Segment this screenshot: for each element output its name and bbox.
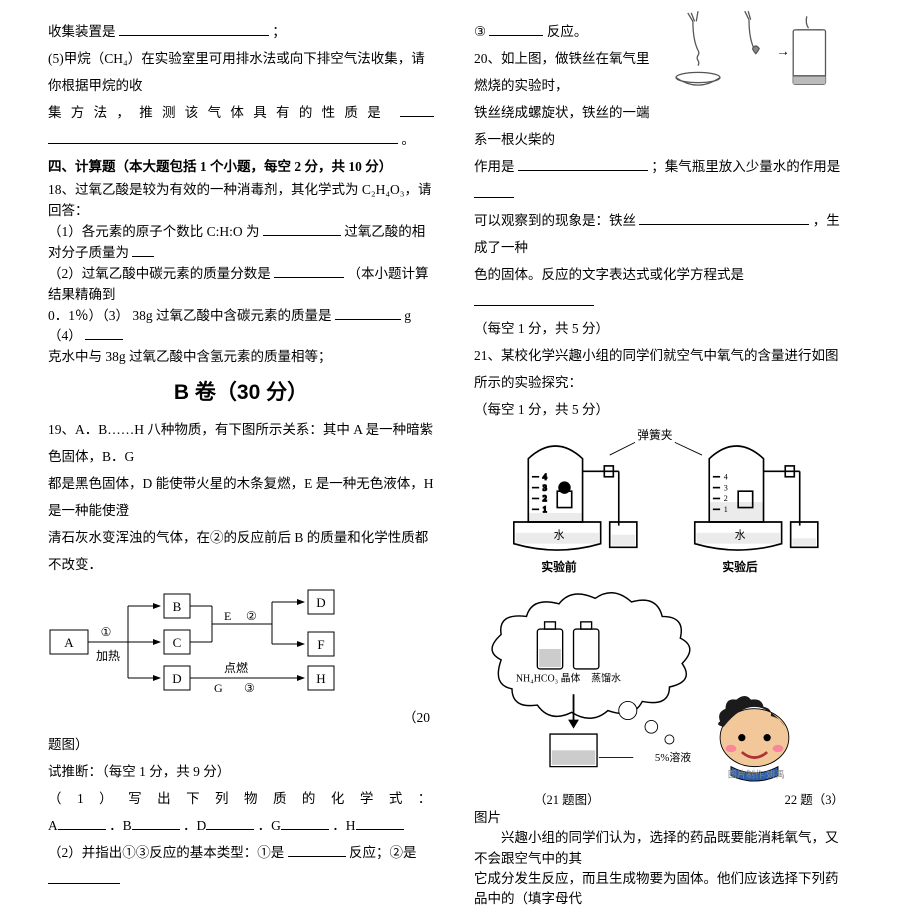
blank[interactable] [132, 817, 180, 831]
q19-line: 清石灰水变浑浊的气体，在②的反应前后 B 的质量和化学性质都不改变． [48, 524, 434, 578]
blank[interactable] [281, 817, 329, 831]
svg-text:C: C [173, 635, 182, 650]
q20-line: ；集气瓶里放入少量水的作用是 [651, 159, 840, 174]
b-paper-heading: B 卷（30 分） [48, 376, 434, 406]
q18-line: （1）各元素的原子个数比 C:H:O 为 [48, 224, 260, 239]
blank[interactable] [288, 844, 346, 858]
svg-text:图片制作/姚禹: 图片制作/姚禹 [728, 768, 785, 779]
per-blank: （每空 1 分，共 5 分） [474, 396, 850, 423]
q18-line: 18、过氧乙酸是较为有效的一种消毒剂，其化学式为 C₂H₄O₃，请回答： [48, 180, 434, 222]
svg-text:B: B [173, 599, 182, 614]
svg-text:水: 水 [554, 528, 565, 541]
q20-line: 铁丝绕成螺旋状，铁丝的一端系一根火柴的 [474, 99, 850, 153]
q20-line: 可以观察到的现象是：铁丝 [474, 213, 636, 228]
blank[interactable] [48, 131, 398, 145]
blank[interactable] [119, 23, 269, 37]
p1-line: （1）写出下列物质的化学式： [48, 785, 434, 812]
q21-line: 21、某校化学兴趣小组的同学们就空气中氧气的含量进行如图所示的实验探究： [474, 342, 850, 396]
q19-line: 都是黑色固体，D 能使带火星的木条复燃，E 是一种无色液体，H 是一种能使澄 [48, 470, 434, 524]
fig-note-line: 题图） [48, 731, 434, 758]
interest-line: 它成分发生反应，而且生成物要为固体。他们应该选择下列药品中的（填字母代 [474, 869, 850, 909]
blank[interactable] [356, 817, 404, 831]
svg-text:③: ③ [244, 681, 255, 695]
p2-line: （2）并指出①③反应的基本类型：①是 [48, 845, 284, 860]
svg-text:4: 4 [543, 472, 547, 481]
svg-text:②: ② [246, 609, 257, 623]
label: ．D [183, 818, 206, 833]
fig-caption: （21 题图） [534, 789, 600, 808]
label: ．G [258, 818, 281, 833]
label: ．B [109, 818, 132, 833]
blank[interactable] [132, 243, 154, 257]
caption-img: 图片 [474, 808, 850, 828]
svg-text:F: F [317, 637, 324, 652]
interest-line: 兴趣小组的同学们认为，选择的药品既要能消耗氧气，又不会跟空气中的其 [474, 828, 850, 869]
svg-text:蒸馏水: 蒸馏水 [591, 672, 621, 685]
svg-text:实验前: 实验前 [541, 560, 577, 574]
svg-text:2: 2 [543, 494, 547, 503]
text-line: (5)甲烷（CH₄）在实验室里可用排水法或向下排空气法收集，请你根据甲烷的收 [48, 45, 434, 99]
label: A [48, 818, 58, 833]
text-line: 集方法，推测该气体具有的性质是 [48, 105, 390, 120]
q18-line: （2）过氧乙酸中碳元素的质量分数是 [48, 266, 271, 281]
svg-text:E: E [224, 609, 231, 623]
svg-text:→: → [776, 43, 790, 58]
q20-line: 色的固体。反应的文字表达式或化学方程式是 [474, 267, 744, 282]
label: ．H [332, 818, 355, 833]
blank[interactable] [474, 185, 514, 199]
fig-caption: 22 题（3） [785, 789, 844, 808]
q18-line: 0．1％）（3） 38g 过氧乙酸中含碳元素的质量是 [48, 308, 332, 323]
svg-text:3: 3 [543, 483, 547, 492]
svg-text:5%溶液: 5%溶液 [655, 750, 691, 764]
blank[interactable] [58, 817, 106, 831]
iron-burn-figure: → [664, 8, 864, 100]
blank[interactable] [639, 212, 809, 226]
svg-text:实验后: 实验后 [722, 560, 758, 574]
svg-text:3: 3 [724, 483, 728, 492]
svg-text:G: G [214, 681, 223, 695]
svg-text:弹簧夹: 弹簧夹 [637, 428, 672, 442]
svg-text:1: 1 [543, 505, 547, 514]
p2-line: 反应；②是 [349, 845, 417, 860]
svg-text:D: D [172, 671, 181, 686]
svg-text:D: D [316, 595, 325, 610]
blank[interactable] [518, 158, 648, 172]
per-blank: （每空 1 分，共 5 分） [474, 315, 850, 342]
section-heading: 四、计算题（本大题包括 1 个小题，每空 2 分，共 10 分） [48, 153, 434, 180]
thought-bubble-figure: NH₄HCO₃ 晶体 蒸馏水 5%溶液 [474, 587, 850, 791]
blank[interactable] [489, 23, 543, 37]
blank[interactable] [335, 306, 401, 320]
svg-text:4: 4 [724, 472, 728, 481]
text-line: 反应。 [547, 24, 588, 39]
text-line: 。 [401, 132, 415, 147]
fig-note: （20 [48, 704, 434, 731]
blank[interactable] [48, 871, 120, 885]
q18-line: 克水中与 38g 过氧乙酸中含氢元素的质量相等； [48, 347, 434, 368]
text-line: 收集装置是 [48, 24, 116, 39]
svg-text:点燃: 点燃 [224, 660, 248, 675]
svg-text:H: H [316, 671, 325, 686]
blank[interactable] [206, 817, 254, 831]
svg-text:①: ① [101, 625, 112, 639]
blank[interactable] [274, 264, 344, 278]
blank[interactable] [400, 104, 434, 118]
blank[interactable] [263, 222, 341, 236]
text-line: ③ [474, 24, 486, 39]
q20-line: 作用是 [474, 159, 515, 174]
svg-text:NH₄HCO₃ 晶体: NH₄HCO₃ 晶体 [516, 673, 581, 685]
q19-line: 19、A．B……H 八种物质，有下图所示关系：其中 A 是一种暗紫色固体，B．G [48, 416, 434, 470]
blank[interactable] [474, 293, 594, 307]
reaction-diagram: A ① 加热 B [48, 586, 434, 698]
svg-text:2: 2 [724, 494, 728, 503]
svg-text:水: 水 [735, 528, 746, 541]
text-line: ； [272, 24, 286, 39]
deduce-line: 试推断：（每空 1 分，共 9 分） [48, 758, 434, 785]
svg-text:A: A [64, 635, 74, 650]
svg-text:加热: 加热 [96, 649, 120, 663]
blank[interactable] [85, 327, 123, 341]
apparatus-figure: 弹簧夹 4 3 2 1 [474, 423, 850, 587]
